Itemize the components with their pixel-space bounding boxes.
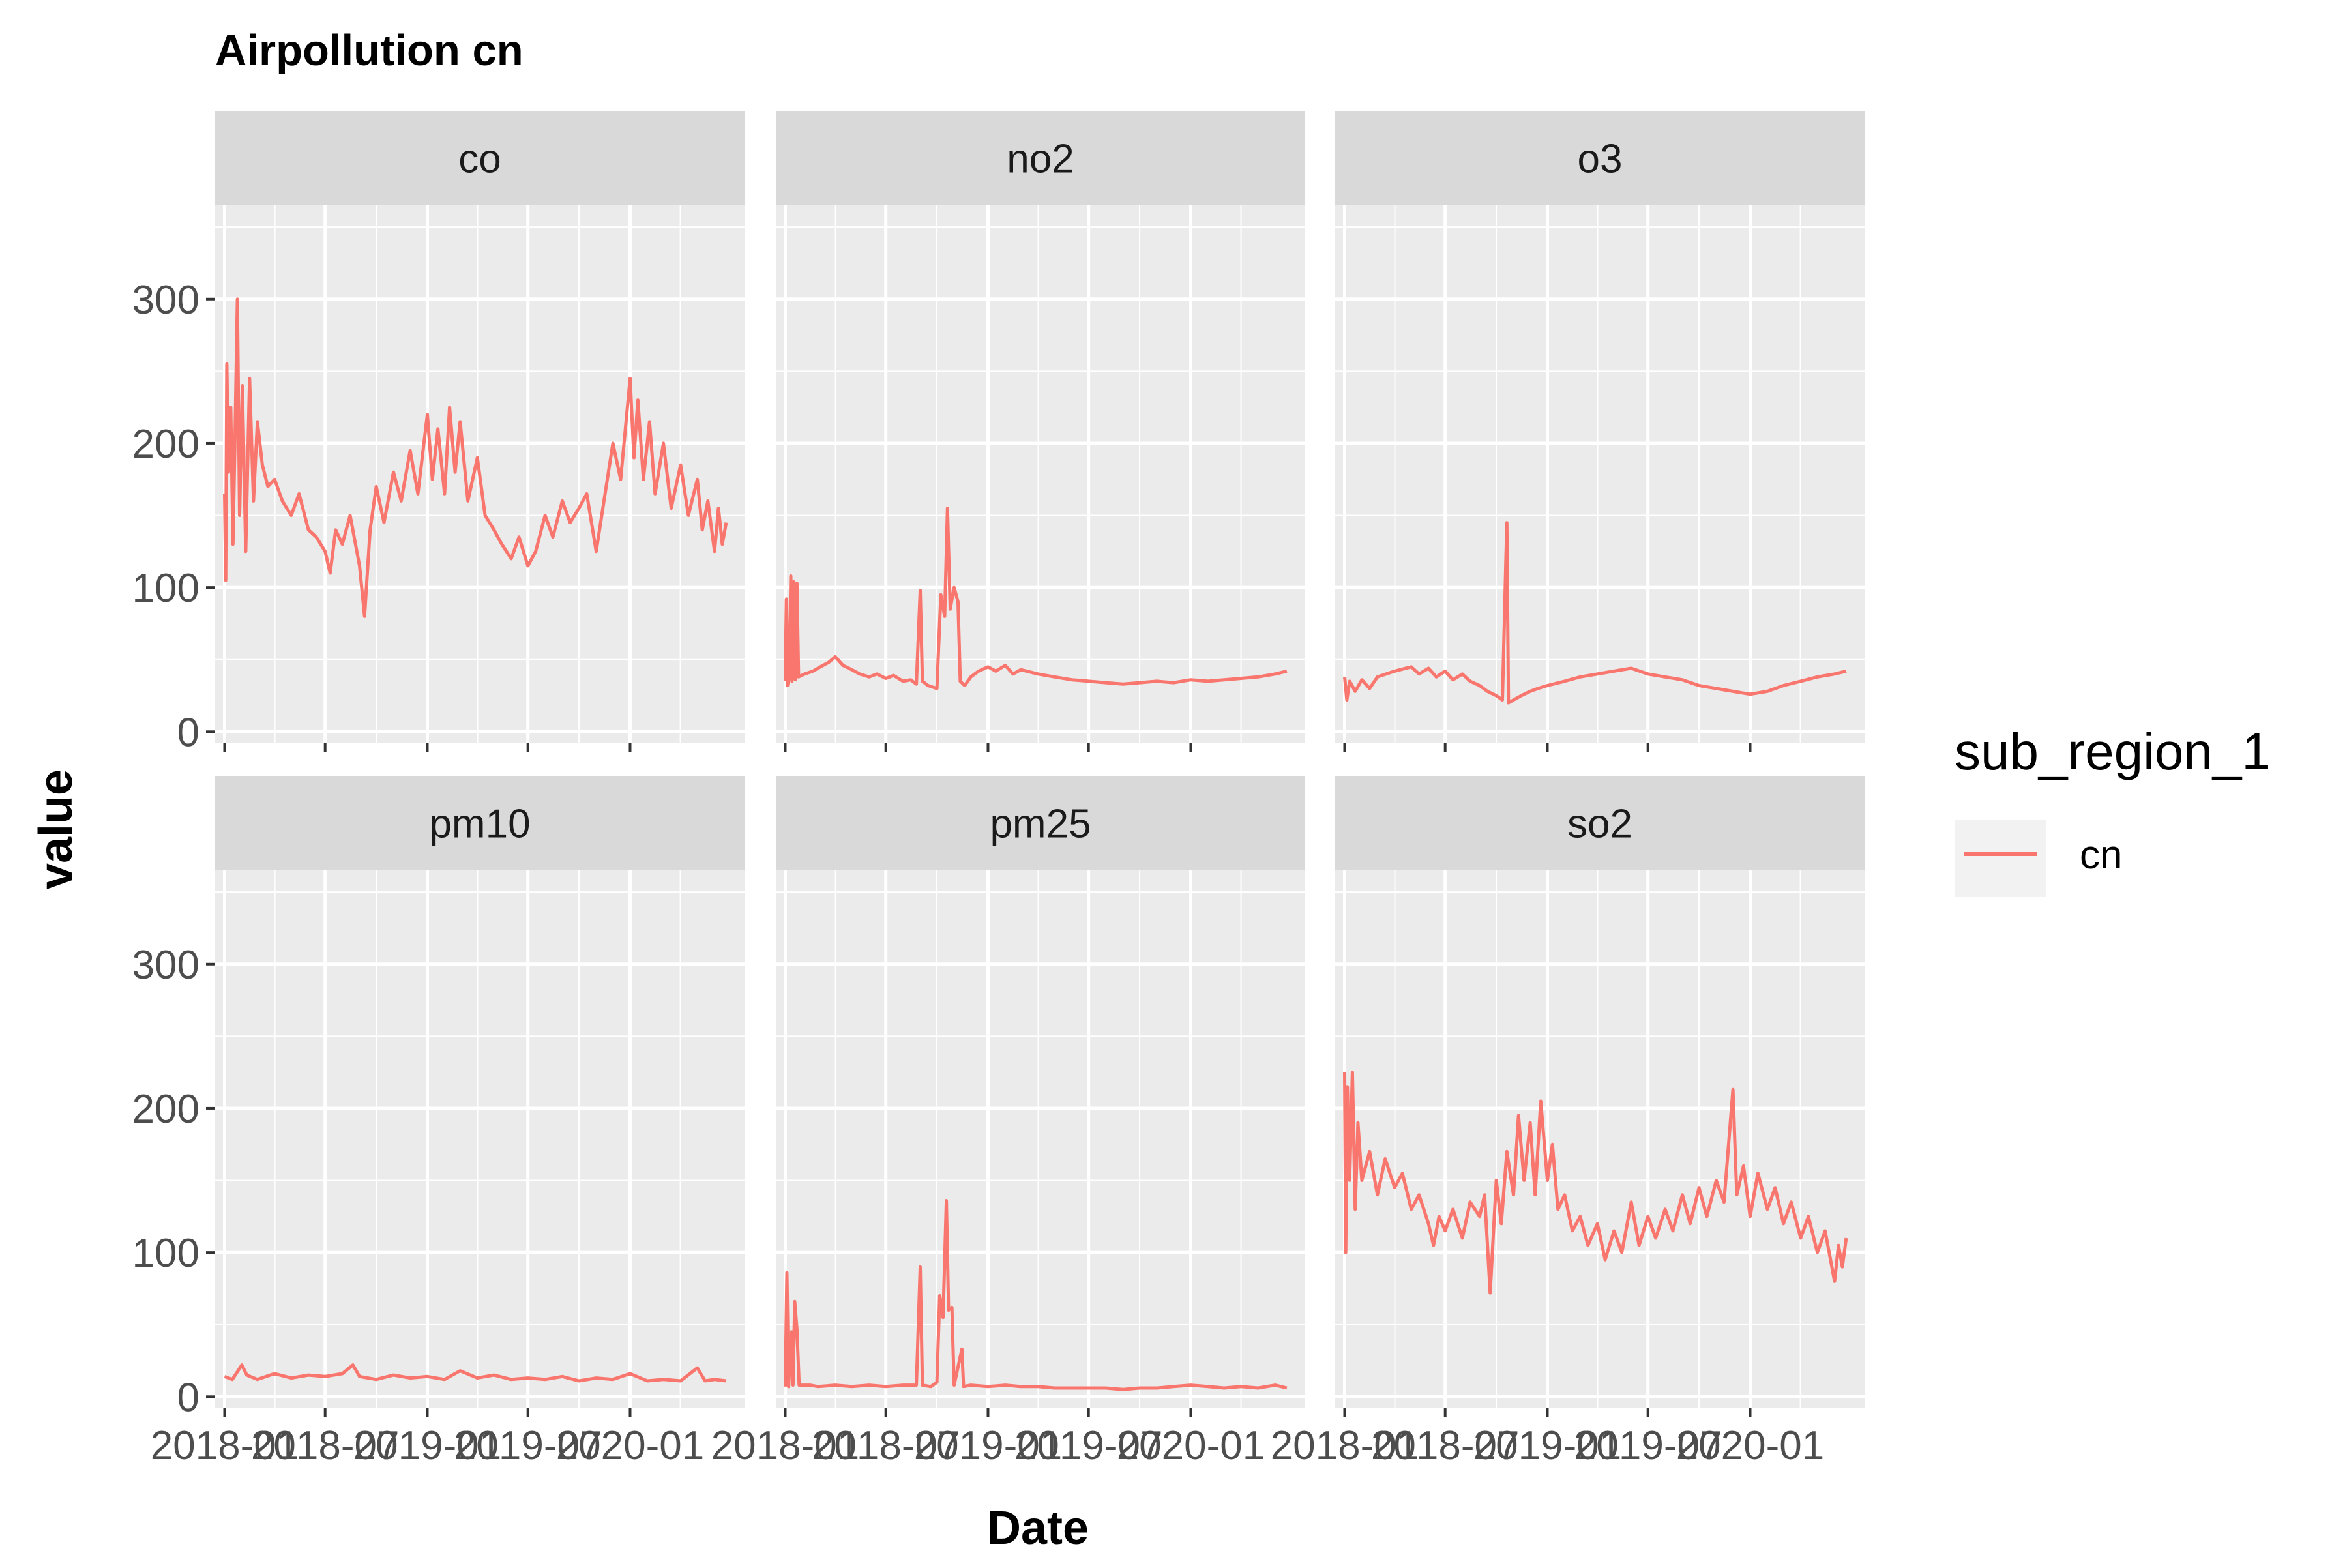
facet-strip (1335, 776, 1865, 870)
series-line-cn (784, 507, 1288, 690)
facet-strip-label: no2 (1007, 137, 1074, 182)
legend-title: sub_region_1 (1955, 722, 2271, 780)
facet-panel-o3: o3 (1335, 111, 1865, 752)
facet-panel-co: co 0 100 200 300 (132, 111, 745, 755)
series-line-cn (784, 1199, 1288, 1391)
legend-key-box (1955, 820, 2046, 897)
facet-strip (215, 111, 745, 205)
facet-panel-pm10: pm10 0 100 200 300 2018-012018-072019-012019-… (132, 776, 745, 1468)
y-axis-title: value (30, 769, 82, 889)
facet-strip-label: pm10 (429, 802, 530, 847)
x-tick-label: 2020-01 (556, 1423, 705, 1468)
x-tick-label: 2019-07 (1574, 1423, 1722, 1468)
series-line-cn (223, 297, 728, 618)
legend-label-cn: cn (2080, 833, 2122, 878)
y-tick-label: 200 (132, 422, 199, 467)
facet-strip (1335, 111, 1865, 205)
facet-strip (776, 776, 1305, 870)
x-tick-label: 2018-01 (711, 1423, 860, 1468)
facet-strip (215, 776, 745, 870)
x-tick-label: 2018-07 (251, 1423, 400, 1468)
y-tick-label: 100 (132, 1231, 199, 1276)
x-tick-label: 2019-07 (454, 1423, 602, 1468)
x-tick-label: 2018-07 (1371, 1423, 1520, 1468)
x-axis-title: Date (987, 1502, 1089, 1554)
facet-strip-label: o3 (1578, 137, 1623, 182)
x-tick-label: 2018-01 (1271, 1423, 1419, 1468)
x-tick-label: 2019-07 (1014, 1423, 1163, 1468)
series-line-cn (1343, 1071, 1848, 1295)
x-tick-label: 2018-07 (812, 1423, 960, 1468)
y-tick-label: 100 (132, 566, 199, 611)
panel-background (776, 205, 1305, 743)
panel-background (1335, 205, 1865, 743)
panel-background (776, 870, 1305, 1408)
x-tick-label: 2018-01 (151, 1423, 299, 1468)
facet-panel-no2: no2 (776, 111, 1305, 752)
x-tick-label: 2020-01 (1117, 1423, 1265, 1468)
panel-background (215, 870, 745, 1408)
x-tick-label: 2019-01 (914, 1423, 1063, 1468)
facet-strip-label: pm25 (990, 802, 1091, 847)
legend: sub_region_1 cn (1955, 722, 2271, 897)
y-tick-label: 0 (177, 710, 199, 755)
x-tick-label: 2019-01 (1473, 1423, 1622, 1468)
y-tick-label: 0 (177, 1375, 199, 1420)
y-tick-label: 300 (132, 278, 199, 323)
y-tick-label: 300 (132, 943, 199, 988)
panel-background (1335, 870, 1865, 1408)
chart-title: Airpollution cn (215, 26, 524, 75)
x-tick-label: 2020-01 (1676, 1423, 1825, 1468)
series-line-cn (1343, 521, 1847, 705)
x-tick-label: 2019-01 (353, 1423, 502, 1468)
series-line-cn (224, 1363, 727, 1383)
facet-strip (776, 111, 1305, 205)
facet-strip-label: co (458, 137, 501, 182)
facet-strip-label: so2 (1567, 802, 1632, 847)
y-tick-label: 200 (132, 1087, 199, 1132)
